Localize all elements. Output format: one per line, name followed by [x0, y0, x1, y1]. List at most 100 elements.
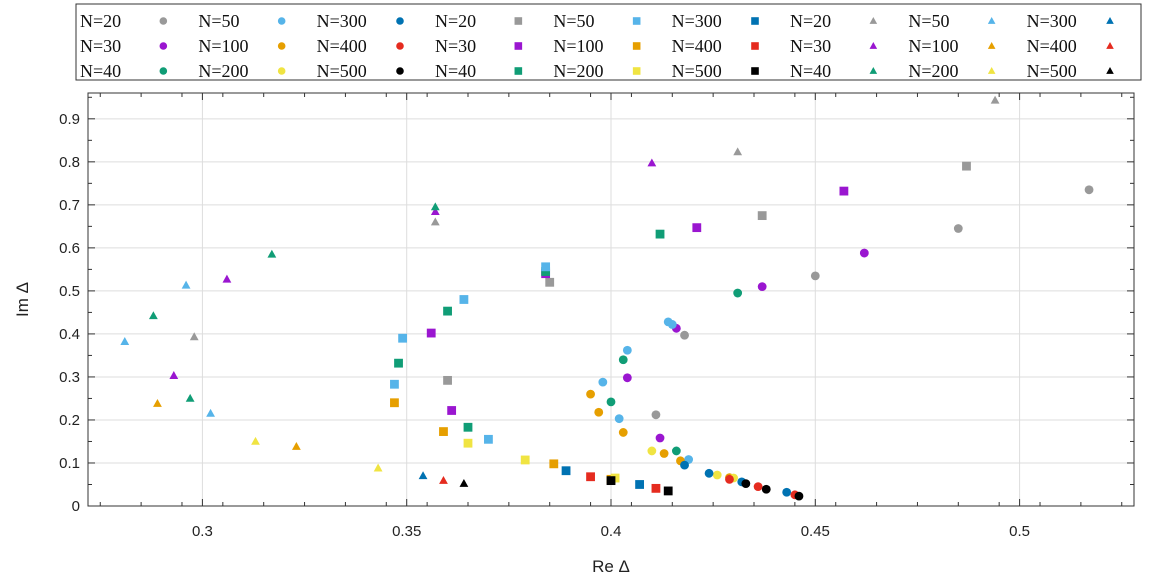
- data-point-circle: [782, 487, 792, 497]
- data-point-circle: [680, 330, 689, 340]
- y-tick-label: 0.2: [59, 412, 80, 429]
- legend-marker-square: [632, 67, 641, 75]
- series-triangle-n30: [169, 158, 657, 379]
- series-circle-n500: [741, 479, 804, 501]
- x-axis-label: Re Δ: [592, 557, 630, 576]
- data-point-triangle: [185, 393, 195, 402]
- y-tick-label: 0.4: [59, 326, 80, 343]
- legend-label: N=30: [80, 36, 121, 56]
- series-square-n50: [390, 262, 551, 444]
- series-circle-n30: [622, 248, 869, 443]
- x-tick-label: 0.5: [1009, 523, 1030, 540]
- data-point-square: [463, 438, 473, 448]
- legend-label: N=300: [1027, 11, 1077, 31]
- data-point-triangle: [222, 274, 232, 283]
- data-point-circle: [761, 484, 771, 494]
- data-point-circle: [1084, 185, 1094, 195]
- legend-marker-square: [632, 17, 641, 25]
- data-point-circle: [712, 470, 722, 480]
- data-point-circle: [953, 224, 963, 233]
- data-point-square: [443, 375, 452, 385]
- data-point-circle: [655, 433, 665, 443]
- series-square-n100: [390, 398, 616, 484]
- data-point-square: [439, 427, 448, 436]
- legend-marker-circle: [159, 42, 168, 50]
- legend-label: N=40: [80, 61, 121, 81]
- series-square-n500: [606, 476, 673, 496]
- legend-marker-triangle: [987, 17, 996, 24]
- data-point-circle: [618, 355, 628, 365]
- legend-label: N=400: [317, 36, 367, 56]
- data-point-triangle: [189, 332, 199, 341]
- data-point-square: [757, 211, 767, 221]
- legend-marker-triangle: [1106, 17, 1114, 24]
- data-point-square: [561, 466, 571, 476]
- series-triangle-n50: [120, 280, 215, 417]
- data-point-triangle: [153, 398, 162, 407]
- legend-marker-triangle: [869, 42, 878, 49]
- legend-marker-circle: [396, 67, 404, 75]
- series-triangle-n40: [148, 202, 440, 402]
- legend-label: N=40: [435, 61, 476, 81]
- series-square-n20: [443, 161, 971, 385]
- legend-marker-square: [751, 17, 759, 25]
- data-point-square: [655, 229, 665, 239]
- legend-marker-circle: [159, 17, 168, 25]
- legend-marker-square: [514, 17, 523, 25]
- data-point-circle: [704, 468, 714, 478]
- legend-marker-circle: [277, 42, 286, 50]
- data-point-square: [549, 459, 559, 469]
- y-tick-label: 0: [72, 498, 80, 515]
- legend-label: N=200: [908, 61, 958, 81]
- y-axis-label: Im Δ: [13, 282, 32, 317]
- data-point-triangle: [430, 207, 440, 216]
- data-point-square: [459, 295, 469, 304]
- data-point-triangle: [430, 217, 440, 226]
- data-point-square: [426, 328, 436, 338]
- x-axis-ticks: 0.3 0.35 0.4 0.45 0.5: [99, 93, 1123, 540]
- legend-label: N=100: [198, 36, 248, 56]
- data-point-circle: [810, 271, 820, 281]
- y-tick-label: 0.9: [59, 111, 80, 128]
- data-point-square: [962, 161, 971, 171]
- data-point-triangle: [120, 337, 130, 345]
- data-point-square: [398, 333, 408, 343]
- data-point-triangle: [733, 147, 743, 156]
- data-point-square: [463, 422, 473, 432]
- legend-label: N=20: [80, 11, 121, 31]
- data-point-circle: [741, 479, 751, 489]
- data-point-circle: [725, 474, 734, 484]
- data-point-square: [692, 223, 702, 233]
- legend-marker-circle: [396, 17, 404, 25]
- legend-label: N=500: [1027, 61, 1077, 81]
- data-point-triangle: [418, 471, 428, 480]
- legend-label: N=20: [435, 11, 476, 31]
- data-point-square: [606, 476, 616, 486]
- data-point-triangle: [148, 311, 158, 320]
- legend-marker-square: [514, 42, 523, 50]
- series-triangle-n200: [251, 436, 383, 472]
- series-square-n40: [394, 229, 665, 432]
- data-point-circle: [753, 482, 763, 492]
- data-point-circle: [671, 446, 681, 456]
- legend-label: N=200: [553, 61, 603, 81]
- x-tick-label: 0.3: [192, 523, 213, 540]
- legend-label: N=100: [553, 36, 603, 56]
- y-tick-label: 0.5: [59, 283, 80, 300]
- data-point-square: [394, 358, 403, 368]
- data-point-circle: [598, 377, 608, 387]
- data-point-triangle: [291, 442, 301, 450]
- data-point-triangle: [647, 158, 657, 167]
- data-point-circle: [659, 449, 669, 458]
- data-point-circle: [614, 414, 624, 424]
- series-triangle-n100: [153, 398, 301, 450]
- legend-label: N=50: [908, 11, 949, 31]
- data-point-circle: [794, 491, 804, 501]
- data-point-triangle: [439, 475, 448, 484]
- series-circle-n40: [606, 288, 743, 456]
- y-tick-label: 0.1: [59, 455, 80, 472]
- data-point-circle: [733, 288, 743, 298]
- data-point-triangle: [181, 280, 191, 289]
- data-point-square: [541, 267, 551, 276]
- data-point-square: [586, 472, 595, 482]
